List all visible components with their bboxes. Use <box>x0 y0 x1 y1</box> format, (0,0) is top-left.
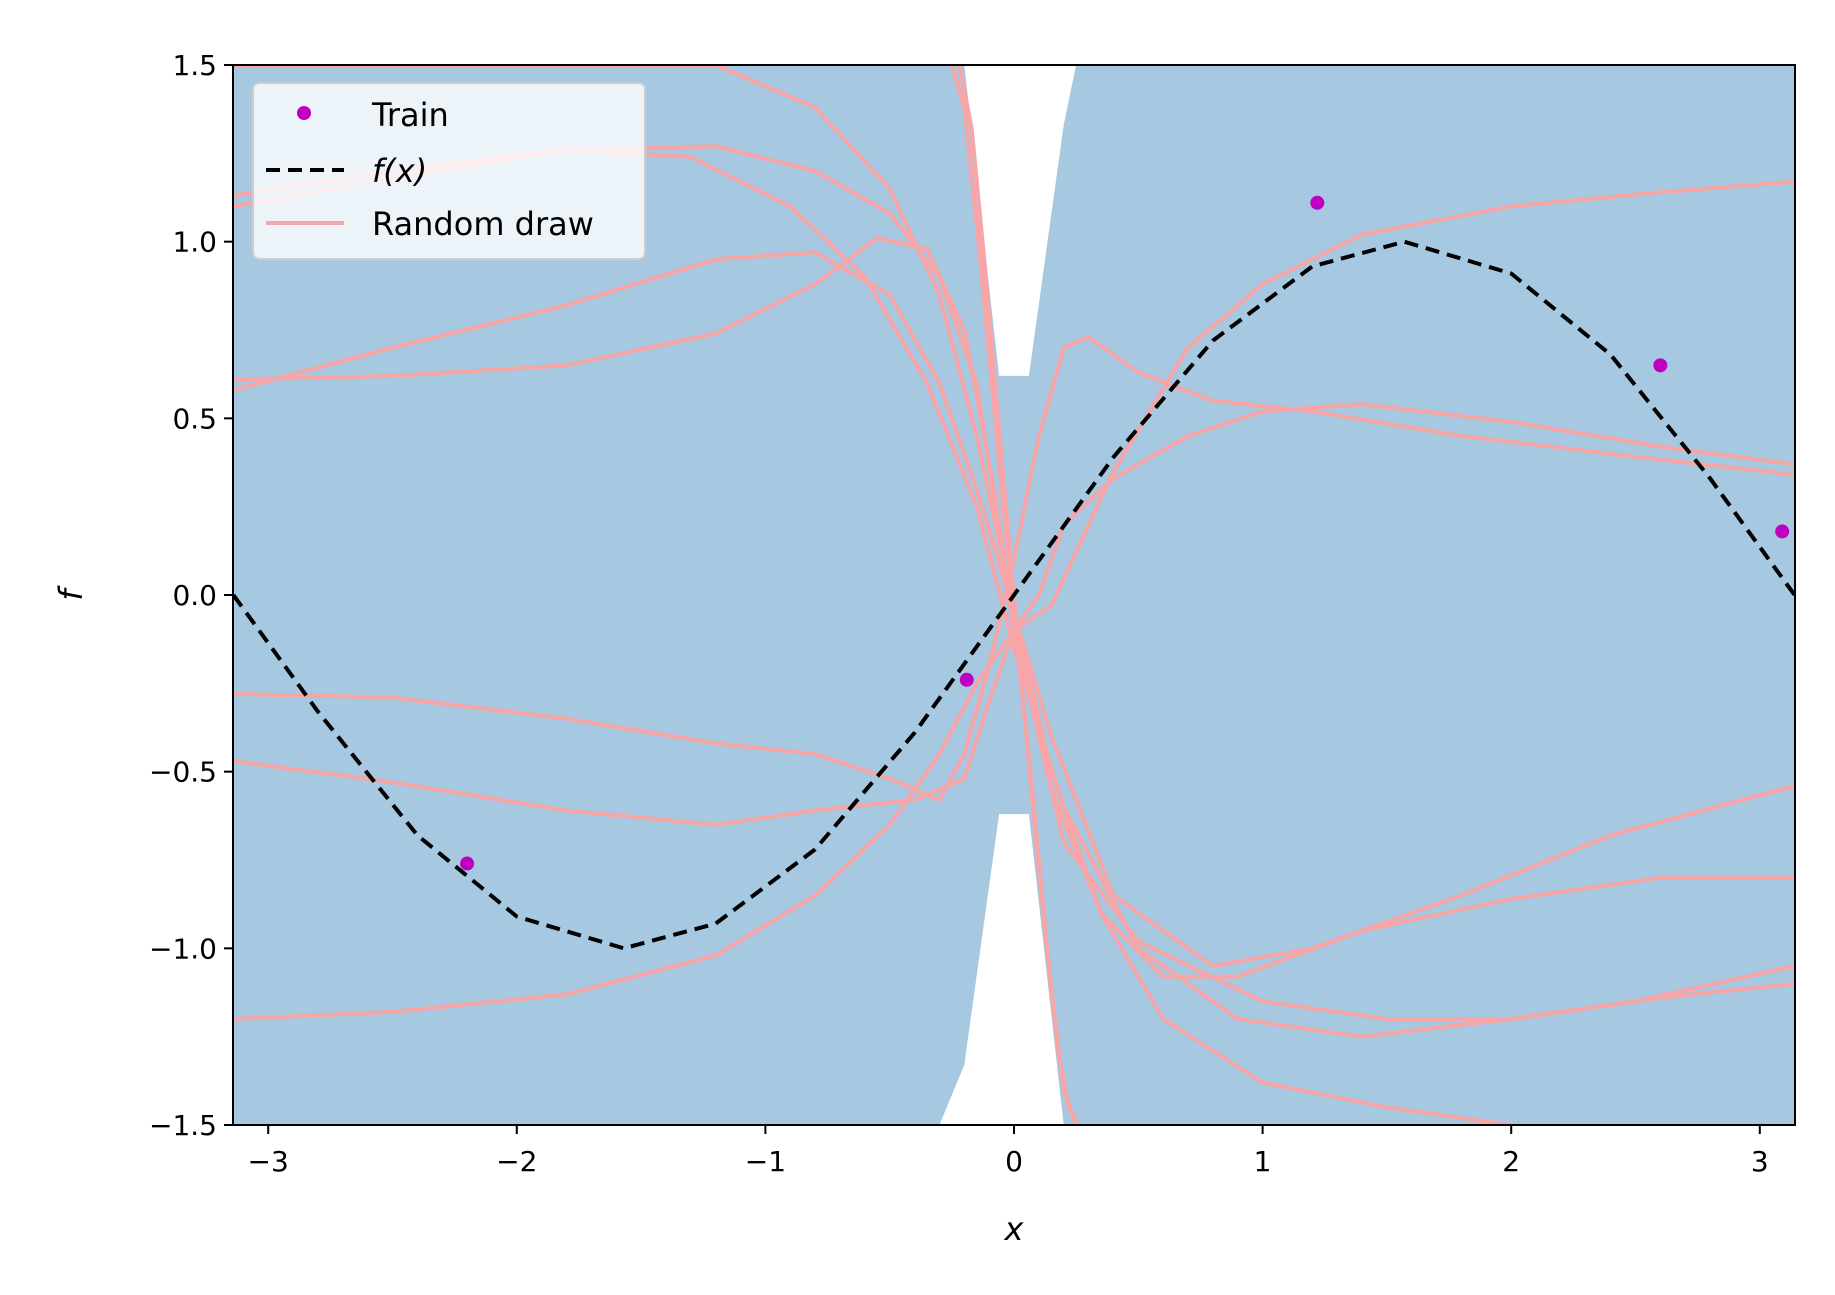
y-tick-label: −0.5 <box>149 756 217 789</box>
train-point <box>959 672 974 687</box>
random-draw-line <box>233 402 1795 827</box>
x-tick-label: 0 <box>1005 1145 1023 1178</box>
train-point <box>460 856 475 871</box>
y-tick-label: 0.5 <box>172 402 217 435</box>
x-tick-label: −3 <box>248 1145 289 1178</box>
y-tick-label: 1.0 <box>172 226 217 259</box>
legend-box <box>252 82 646 260</box>
legend-random-draw-label: Random draw <box>372 205 594 243</box>
random-draws <box>233 65 1795 1125</box>
x-axis-label: x <box>1004 1210 1025 1248</box>
x-tick-label: 3 <box>1751 1145 1769 1178</box>
x-axis-ticks: −3 −2 −1 0 1 2 3 <box>248 1125 1769 1178</box>
y-tick-label: 1.5 <box>172 49 217 82</box>
y-axis-ticks: −1.5 −1.0 −0.5 0.0 0.5 1.0 1.5 <box>149 49 233 1142</box>
x-tick-label: −1 <box>745 1145 786 1178</box>
random-draw-line <box>233 335 1795 802</box>
legend-train-marker <box>297 106 311 120</box>
legend: Train f(x) Random draw <box>252 82 646 260</box>
random-draw-line <box>233 65 1795 1125</box>
legend-train-label: Train <box>371 96 449 134</box>
train-point <box>1653 358 1668 373</box>
random-draw-line <box>233 250 1795 968</box>
x-tick-label: 2 <box>1502 1145 1520 1178</box>
random-draw-line <box>957 65 1081 1125</box>
x-tick-label: −2 <box>496 1145 537 1178</box>
legend-true-function-label: f(x) <box>372 152 427 190</box>
train-points <box>460 195 1790 871</box>
x-tick-label: 1 <box>1254 1145 1272 1178</box>
true-function-line <box>233 239 1795 951</box>
y-tick-label: 0.0 <box>172 579 217 612</box>
y-tick-label: −1.0 <box>149 932 217 965</box>
train-point <box>1310 195 1325 210</box>
y-tick-label: −1.5 <box>149 1109 217 1142</box>
train-point <box>1775 524 1790 539</box>
